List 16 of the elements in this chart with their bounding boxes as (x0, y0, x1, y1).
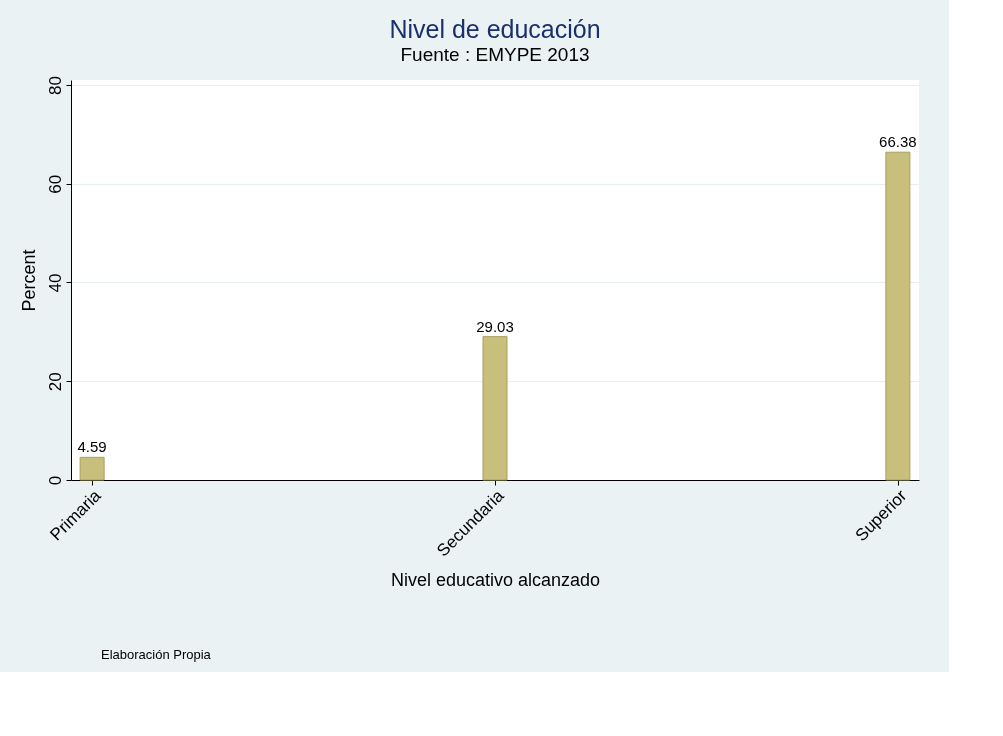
y-tick-label: 60 (45, 174, 65, 194)
bar (885, 151, 911, 481)
chart-subtitle: Fuente : EMYPE 2013 (400, 44, 590, 66)
y-tick-label: 80 (45, 75, 65, 95)
x-axis-title: Nivel educativo alcanzado (390, 569, 601, 590)
chart-title: Nivel de educación (389, 15, 601, 44)
y-tick-label: 20 (45, 372, 65, 392)
bar (482, 336, 508, 481)
data-label: 4.59 (77, 438, 107, 456)
y-axis-title: Percent (18, 249, 39, 312)
y-tick-label: 0 (45, 475, 65, 486)
y-tick-label: 40 (45, 273, 65, 293)
data-label: 66.38 (879, 133, 917, 151)
data-label: 29.03 (476, 317, 514, 335)
text: Elaboración Propia (101, 647, 212, 662)
bar (79, 456, 105, 481)
